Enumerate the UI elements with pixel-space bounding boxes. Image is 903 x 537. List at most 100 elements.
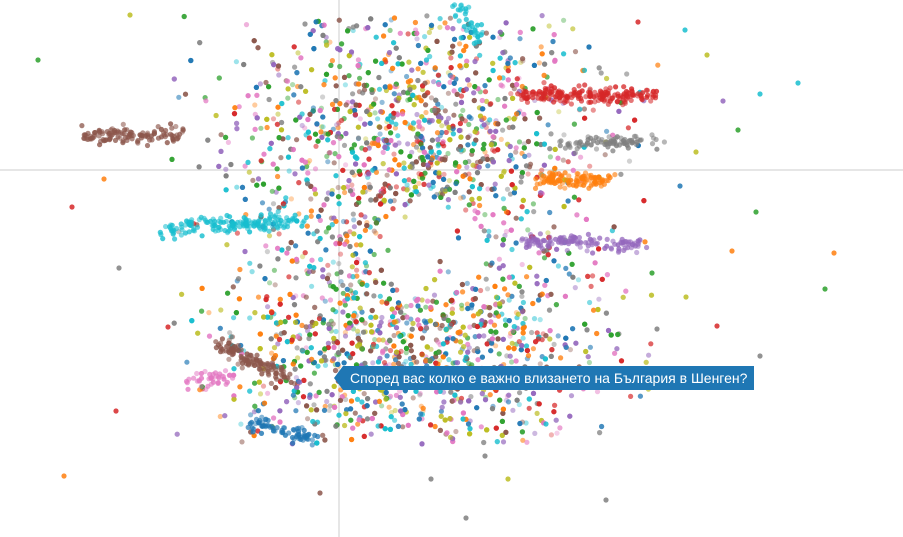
data-point: [359, 399, 365, 405]
data-point: [340, 290, 346, 296]
data-point: [581, 67, 588, 73]
data-point: [362, 121, 368, 127]
data-point: [536, 250, 542, 256]
data-point: [324, 398, 330, 405]
data-point: [595, 306, 601, 313]
data-point: [410, 395, 416, 401]
data-point: [458, 399, 464, 405]
data-point: [466, 114, 472, 120]
data-point: [511, 324, 517, 330]
data-point: [351, 224, 357, 230]
data-point: [332, 151, 338, 157]
data-point: [465, 335, 471, 341]
data-point: [195, 330, 201, 336]
data-point: [463, 86, 469, 92]
data-point: [379, 60, 385, 66]
data-point: [497, 55, 503, 61]
data-point: [465, 341, 471, 347]
data-point: [341, 74, 348, 80]
data-point: [545, 230, 551, 236]
data-point: [494, 439, 500, 445]
data-point: [450, 26, 456, 32]
data-point: [524, 209, 530, 215]
data-point: [499, 418, 505, 424]
data-point: [450, 336, 456, 342]
data-point: [355, 124, 361, 130]
data-point: [438, 104, 445, 110]
data-point: [534, 131, 540, 137]
data-point: [478, 223, 484, 229]
data-point: [484, 237, 490, 243]
data-point: [466, 121, 472, 128]
data-point: [386, 404, 392, 410]
data-point: [450, 131, 456, 137]
data-point: [348, 288, 354, 294]
data-point: [330, 321, 336, 327]
data-point: [561, 17, 567, 23]
data-point: [481, 439, 487, 446]
data-point: [317, 217, 323, 223]
data-point: [587, 163, 593, 169]
data-point: [435, 137, 441, 143]
data-point: [514, 315, 520, 321]
data-point: [648, 292, 655, 298]
data-point: [599, 276, 605, 282]
data-point: [317, 217, 323, 223]
data-point: [325, 159, 331, 165]
data-point: [553, 302, 560, 308]
data-point: [375, 359, 382, 365]
data-point: [324, 196, 330, 202]
data-point: [493, 193, 499, 199]
data-point: [339, 41, 345, 47]
data-point: [443, 119, 450, 125]
data-point: [553, 417, 559, 423]
data-point: [354, 273, 360, 279]
data-point: [254, 92, 260, 98]
data-point: [262, 276, 268, 282]
data-point: [569, 261, 575, 267]
data-point: [461, 344, 467, 350]
data-point: [278, 155, 284, 161]
data-point: [471, 90, 477, 96]
data-point: [218, 307, 224, 313]
data-point: [401, 160, 407, 166]
data-point: [504, 393, 510, 399]
data-point: [466, 202, 472, 208]
data-point: [570, 274, 576, 280]
data-point: [346, 73, 352, 79]
data-point: [321, 82, 327, 88]
data-point: [340, 218, 347, 225]
data-point: [312, 166, 319, 172]
data-point: [567, 413, 573, 419]
data-point: [274, 166, 280, 172]
data-point: [396, 354, 402, 360]
data-point: [520, 325, 526, 331]
data-point: [418, 326, 424, 332]
data-point: [470, 162, 476, 168]
data-point: [344, 219, 350, 225]
data-point: [516, 75, 522, 81]
data-point: [357, 305, 363, 311]
data-point: [373, 279, 379, 285]
data-point: [466, 398, 472, 404]
data-point: [293, 243, 299, 249]
data-point: [169, 156, 175, 162]
data-point: [378, 319, 384, 325]
data-point: [502, 286, 508, 292]
data-point: [247, 388, 253, 394]
data-point: [350, 211, 356, 217]
data-point: [350, 27, 356, 34]
data-point: [507, 55, 513, 61]
data-point: [294, 137, 300, 143]
data-point: [464, 301, 470, 307]
data-point: [497, 301, 503, 307]
data-point: [235, 276, 242, 282]
data-point: [467, 34, 473, 40]
data-point: [363, 263, 370, 269]
data-point: [539, 51, 545, 57]
data-point: [642, 239, 648, 245]
data-point: [368, 314, 374, 320]
data-point: [420, 69, 426, 75]
